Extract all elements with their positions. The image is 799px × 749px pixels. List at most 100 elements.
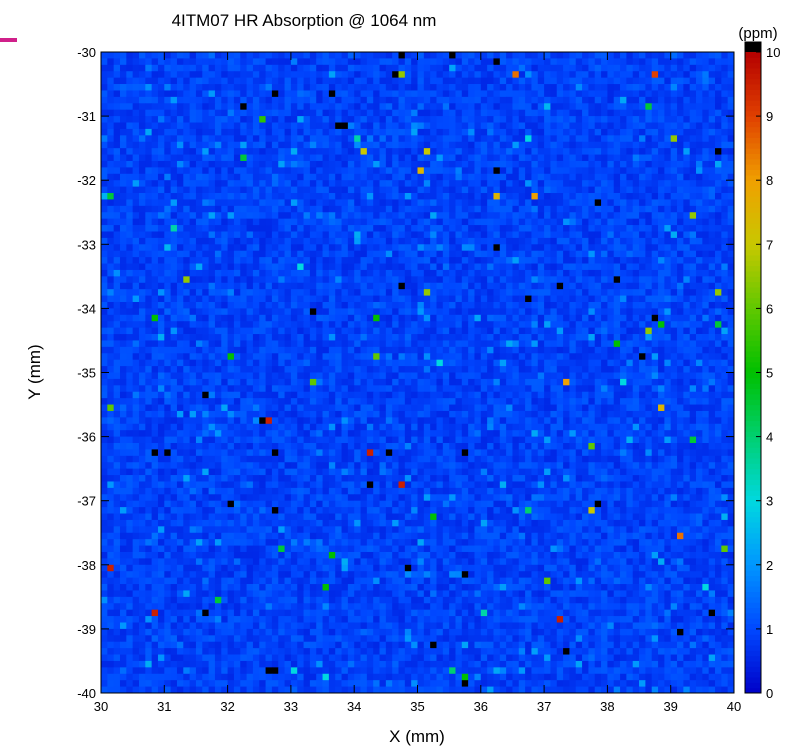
heatmap-cell: [341, 269, 349, 277]
heatmap-cell: [119, 212, 127, 220]
heatmap-cell: [214, 359, 222, 367]
heatmap-cell: [126, 205, 134, 213]
heatmap-cell: [575, 327, 583, 335]
heatmap-cell: [195, 84, 203, 91]
heatmap-cell: [525, 321, 532, 329]
heatmap-cell: [563, 128, 570, 136]
heatmap-cell: [531, 186, 539, 194]
heatmap-cell: [442, 84, 450, 91]
heatmap-cell: [525, 346, 532, 354]
heatmap-cell: [594, 334, 602, 341]
heatmap-cell: [493, 58, 501, 66]
heatmap-cell: [651, 212, 659, 220]
heatmap-cell: [385, 160, 393, 168]
heatmap-cell: [208, 205, 216, 213]
heatmap-cell: [550, 212, 558, 220]
heatmap-cell: [556, 334, 564, 341]
heatmap-cell: [145, 366, 153, 373]
heatmap-cell: [290, 103, 298, 111]
heatmap-cell: [202, 135, 210, 143]
heatmap-cell: [556, 289, 564, 296]
heatmap-cell: [480, 71, 488, 79]
heatmap-cell: [335, 122, 342, 130]
heatmap-cell: [417, 237, 425, 245]
heatmap-cell: [683, 327, 691, 335]
heatmap-cell: [423, 154, 431, 162]
heatmap-cell: [689, 64, 697, 72]
heatmap-cell: [525, 77, 532, 85]
heatmap-cell: [411, 269, 418, 277]
heatmap-cell: [670, 173, 678, 181]
heatmap-cell: [639, 52, 646, 59]
heatmap-cell: [531, 257, 539, 264]
heatmap-cell: [544, 231, 551, 239]
heatmap-cell: [651, 263, 659, 271]
heatmap-cell: [468, 301, 475, 309]
heatmap-cell: [119, 205, 127, 213]
heatmap-cell: [195, 250, 203, 258]
heatmap-cell: [499, 186, 507, 194]
heatmap-cell: [290, 366, 298, 373]
heatmap-cell: [670, 128, 678, 136]
heatmap-cell: [328, 289, 336, 296]
heatmap-cell: [373, 212, 380, 220]
heatmap-cell: [620, 366, 627, 373]
heatmap-cell: [341, 346, 349, 354]
heatmap-cell: [582, 167, 589, 175]
heatmap-cell: [480, 141, 488, 149]
heatmap-cell: [164, 64, 172, 72]
heatmap-cell: [297, 128, 304, 136]
heatmap-cell: [373, 269, 380, 277]
heatmap-cell: [620, 148, 627, 155]
heatmap-cell: [727, 308, 735, 316]
heatmap-cell: [354, 90, 361, 98]
heatmap-cell: [341, 225, 349, 232]
heatmap-cell: [601, 269, 608, 277]
heatmap-cell: [556, 116, 564, 123]
heatmap-cell: [569, 212, 577, 220]
heatmap-cell: [683, 90, 691, 98]
heatmap-cell: [727, 225, 735, 232]
heatmap-cell: [607, 128, 615, 136]
heatmap-cell: [518, 353, 526, 361]
heatmap-cell: [297, 167, 304, 175]
heatmap-cell: [550, 276, 558, 284]
heatmap-cell: [379, 212, 387, 220]
heatmap-cell: [322, 64, 330, 72]
heatmap-cell: [278, 353, 285, 361]
heatmap-cell: [252, 58, 260, 66]
heatmap-cell: [449, 212, 456, 220]
heatmap-cell: [335, 359, 342, 367]
heatmap-cell: [677, 205, 684, 213]
heatmap-cell: [164, 231, 172, 239]
heatmap-cell: [506, 186, 513, 194]
heatmap-cell: [284, 141, 292, 149]
heatmap-cell: [335, 90, 342, 98]
heatmap-cell: [252, 359, 260, 367]
heatmap-cell: [531, 314, 539, 322]
heatmap-cell: [715, 289, 722, 296]
heatmap-cell: [145, 269, 153, 277]
heatmap-cell: [107, 225, 115, 232]
heatmap-cell: [626, 154, 634, 162]
heatmap-cell: [164, 96, 172, 104]
heatmap-cell: [259, 276, 266, 284]
heatmap-cell: [620, 109, 627, 117]
heatmap-cell: [113, 52, 121, 59]
heatmap-cell: [430, 353, 437, 361]
heatmap-cell: [582, 90, 589, 98]
heatmap-cell: [411, 327, 418, 335]
heatmap-cell: [430, 327, 437, 335]
heatmap-cell: [303, 321, 311, 329]
heatmap-cell: [373, 231, 380, 239]
heatmap-cell: [550, 173, 558, 181]
heatmap-cell: [176, 359, 184, 367]
heatmap-cell: [569, 340, 577, 348]
heatmap-cell: [632, 334, 640, 341]
heatmap-cell: [265, 77, 273, 85]
heatmap-cell: [575, 122, 583, 130]
heatmap-cell: [601, 122, 608, 130]
heatmap-cell: [588, 295, 596, 303]
heatmap-cell: [632, 263, 640, 271]
heatmap-cell: [151, 314, 159, 322]
